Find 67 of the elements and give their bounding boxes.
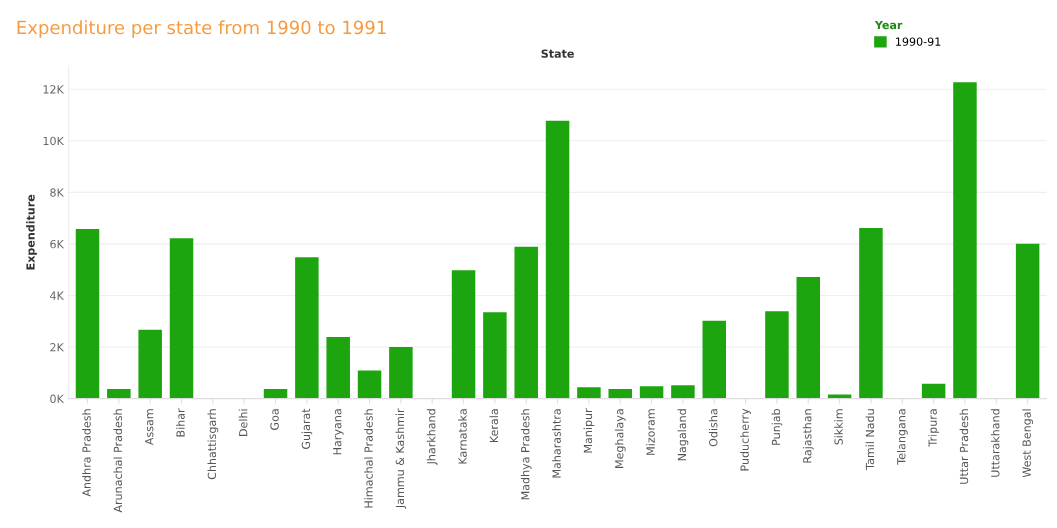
y-tick-label: 8K	[50, 188, 65, 197]
x-tick-label: Bihar	[176, 408, 185, 437]
x-tick-label: Jharkhand	[426, 409, 438, 466]
x-tick-label: Puducherry	[740, 408, 751, 471]
x-tick-label: Goa	[270, 409, 279, 430]
x-tick-label: Jammu & Kashmir	[395, 408, 407, 509]
y-tick-label: 4K	[50, 291, 65, 300]
x-tick-label: Karnataka	[458, 409, 467, 464]
bar	[75, 228, 100, 399]
legend-title: Year	[874, 20, 903, 30]
x-tick-label: Haryana	[333, 409, 344, 455]
x-axis-title: State	[541, 49, 574, 58]
x-tick-label: Maharashtra	[552, 409, 561, 478]
x-tick-label: Assam	[145, 409, 154, 446]
x-tick-label: Gujarat	[301, 408, 313, 450]
x-tick-label: Arunachal Pradesh	[113, 409, 123, 513]
bar	[451, 270, 476, 399]
x-tick-label: Delhi	[238, 409, 248, 436]
y-tick-label: 6K	[50, 239, 65, 249]
bar	[357, 370, 382, 399]
y-tick-label: 10K	[43, 136, 65, 146]
bar	[483, 312, 507, 399]
bar	[169, 238, 194, 399]
y-tick-label: 12K	[43, 85, 65, 94]
x-tick-label: Manipur	[583, 408, 595, 453]
bar	[1015, 243, 1040, 399]
bar	[577, 387, 601, 399]
x-tick-label: Sikkim	[834, 409, 843, 445]
bar	[389, 347, 413, 399]
bar	[796, 276, 821, 399]
x-tick-label: Tamil Nadu	[865, 409, 875, 470]
bar	[263, 389, 288, 399]
x-tick-label: Rajasthan	[802, 409, 814, 463]
bar	[295, 257, 319, 399]
bar	[514, 246, 538, 399]
x-tick-label: Uttarakhand	[990, 409, 1000, 477]
x-tick-label: Madhya Pradesh	[520, 409, 532, 500]
y-tick-label: 2K	[50, 343, 65, 352]
x-tick-label: Meghalaya	[614, 409, 626, 468]
bar	[702, 320, 727, 399]
bar	[326, 337, 350, 399]
x-tick-label: Uttar Pradesh	[959, 409, 969, 484]
x-tick-label: Punjab	[771, 408, 783, 445]
bar	[765, 311, 789, 399]
x-tick-label: Himachal Pradesh	[364, 409, 373, 508]
bar	[921, 383, 946, 399]
x-tick-label: Kerala	[489, 409, 499, 443]
x-tick-label: West Bengal	[1022, 409, 1033, 478]
x-tick-label: Chhattisgarh	[207, 409, 219, 480]
bar	[639, 386, 664, 399]
bar	[608, 389, 632, 399]
y-tick-label: 0K	[50, 394, 65, 404]
bar	[859, 227, 883, 399]
bar	[953, 82, 977, 399]
legend-label: 1990-91	[896, 37, 941, 46]
bar	[671, 385, 695, 399]
x-tick-label: Odisha	[708, 409, 718, 447]
x-tick-label: Nagaland	[677, 409, 689, 461]
x-tick-label: Tripura	[928, 409, 939, 447]
x-tick-label: Telangana	[896, 409, 908, 465]
chart-title: Expenditure per state from 1990 to 1991	[17, 20, 386, 38]
bar	[138, 329, 162, 399]
x-tick-label: Mizoram	[646, 409, 655, 455]
y-axis-title: Expenditure	[26, 194, 37, 270]
x-tick-label: Andhra Pradesh	[82, 409, 91, 497]
bar	[545, 120, 570, 399]
bar	[107, 389, 131, 399]
